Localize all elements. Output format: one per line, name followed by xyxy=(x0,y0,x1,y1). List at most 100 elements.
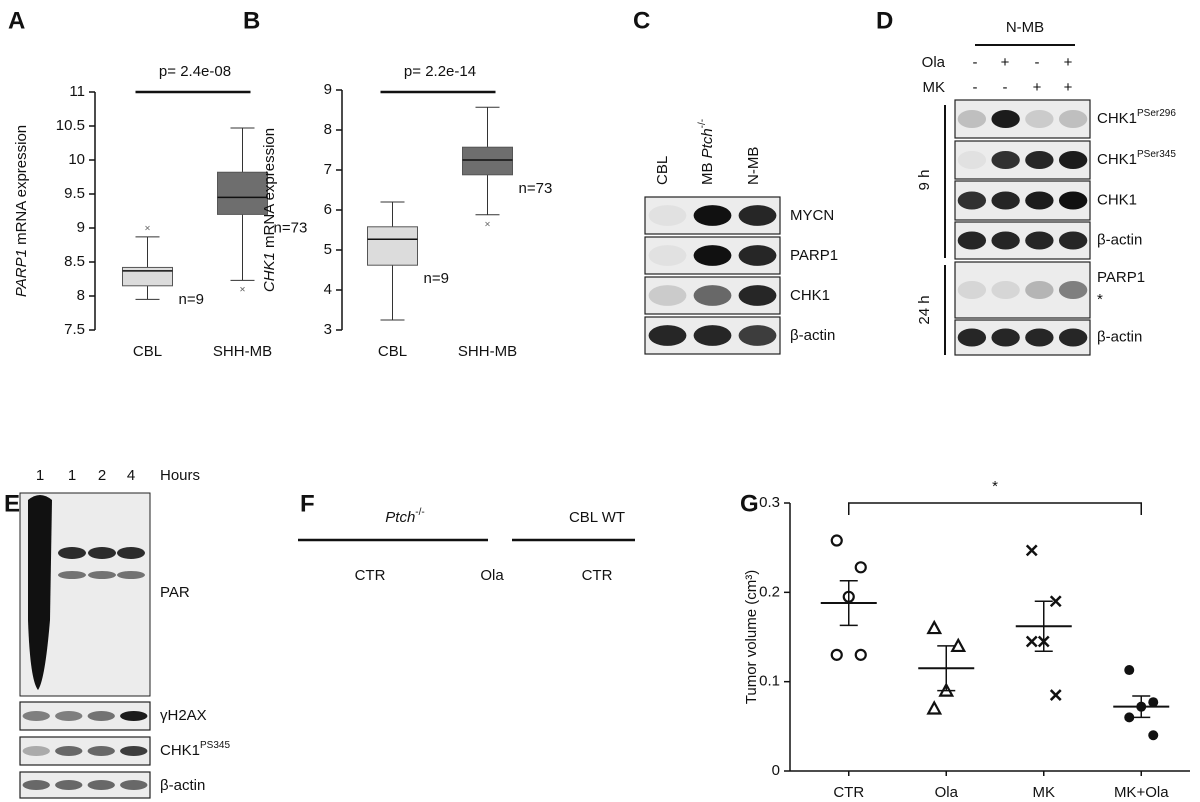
blot-band xyxy=(117,571,145,579)
blot-band xyxy=(22,746,50,756)
blot-band xyxy=(117,547,145,559)
y-tick-label: 0 xyxy=(772,762,780,779)
treatment-sign: + xyxy=(1064,54,1073,71)
point xyxy=(1025,544,1038,557)
blot-band xyxy=(55,711,83,721)
row-label: PARP1 xyxy=(1097,269,1145,286)
y-tick-label: 0.3 xyxy=(759,494,780,511)
blot xyxy=(954,99,1091,139)
panel-letter: G xyxy=(740,490,759,517)
y-tick-label: 7.5 xyxy=(64,321,85,338)
label-part: -/- xyxy=(415,507,424,518)
column-label: Ola xyxy=(480,567,504,584)
lane-label: 4 xyxy=(127,467,135,484)
sem-bar xyxy=(937,645,956,692)
point xyxy=(1049,595,1062,608)
label-part: PARP1 xyxy=(13,249,30,297)
whisker-low xyxy=(380,265,405,321)
x-tick-label: SHH-MB xyxy=(458,343,517,360)
panel-letter: C xyxy=(633,7,650,34)
y-tick-label: 0.1 xyxy=(759,673,780,690)
label-part: CHK1 xyxy=(1097,151,1137,168)
blot-band xyxy=(120,746,148,756)
panel-letter: A xyxy=(8,7,25,34)
whisker-high xyxy=(475,106,500,148)
y-tick-label: 5 xyxy=(324,241,332,258)
row-label: CHK1PS345 xyxy=(160,740,230,759)
column-label: CTR xyxy=(355,567,386,584)
label-part: β-actin xyxy=(160,777,205,794)
treatment-sign: - xyxy=(973,79,978,96)
row-label: β-actin xyxy=(160,777,205,794)
blot-band xyxy=(1025,151,1054,169)
group-header: Ptch-/- xyxy=(385,507,424,526)
header: N-MB xyxy=(1006,19,1044,36)
point xyxy=(830,534,843,547)
blot-band xyxy=(648,285,687,306)
row-label: β-actin xyxy=(1097,328,1142,345)
row-label: CHK1PSer296 xyxy=(1097,108,1176,127)
blot-band xyxy=(738,285,777,306)
blot-band xyxy=(991,281,1020,299)
row-label: β-actin xyxy=(790,327,835,344)
treatment-sign: - xyxy=(1035,54,1040,71)
y-tick-label: 10.5 xyxy=(56,117,85,134)
panel-letter: F xyxy=(300,490,315,517)
p-value: p= 2.2e-14 xyxy=(404,63,476,80)
blot-band xyxy=(1058,231,1088,250)
blot-band xyxy=(991,151,1020,169)
blot-band xyxy=(957,231,987,250)
row-label: PARP1 xyxy=(790,247,838,264)
blot-band xyxy=(55,780,83,790)
label-part: PSer296 xyxy=(1137,108,1176,119)
n-label: n=9 xyxy=(424,270,449,287)
y-tick-label: 6 xyxy=(324,201,332,218)
lane-unit: Hours xyxy=(160,467,200,484)
whisker-low xyxy=(475,174,500,216)
panel-letter: B xyxy=(243,7,260,34)
lane-label: CBL xyxy=(654,156,671,185)
blot-band xyxy=(693,245,732,266)
treatment-sign: + xyxy=(1001,54,1010,71)
row-label: CHK1 xyxy=(1097,191,1137,208)
row-label: CHK1 xyxy=(790,287,830,304)
whisker-high xyxy=(380,201,405,227)
blot-band xyxy=(88,571,116,579)
label-part: γH2AX xyxy=(160,707,207,724)
blot-band xyxy=(991,110,1020,128)
whisker-high xyxy=(135,236,160,268)
treatment-sign: - xyxy=(1003,79,1008,96)
row-label: β-actin xyxy=(1097,231,1142,248)
label-part: PS345 xyxy=(200,740,230,751)
lane-label: MB Ptch-/- xyxy=(697,119,716,185)
blot-band xyxy=(1025,328,1054,347)
blot-band xyxy=(957,281,987,299)
blot-band xyxy=(738,205,777,226)
blot-band xyxy=(648,325,687,346)
outlier xyxy=(145,225,150,231)
label-part: β-actin xyxy=(1097,231,1142,248)
x-tick-label: CBL xyxy=(378,343,407,360)
blot-smear xyxy=(28,495,52,690)
lane-label: 1 xyxy=(36,467,44,484)
label-part: CHK1 xyxy=(1097,191,1137,208)
row-label: CHK1PSer345 xyxy=(1097,149,1176,168)
treatment-sign: + xyxy=(1064,79,1073,96)
blot-band xyxy=(87,746,115,756)
label-part: CHK1 xyxy=(261,252,278,292)
label-part: -/- xyxy=(697,119,708,128)
point xyxy=(1124,712,1135,723)
point xyxy=(926,619,943,635)
lane-label: N-MB xyxy=(745,147,762,185)
blot-band xyxy=(693,205,732,226)
blot-band xyxy=(991,191,1020,210)
panel-letter: D xyxy=(876,7,893,34)
treatment-label: MK xyxy=(923,79,946,96)
blot-band xyxy=(991,231,1020,250)
whisker-high xyxy=(230,127,255,173)
treatment-sign: + xyxy=(1033,79,1042,96)
point xyxy=(854,561,867,574)
blot-band xyxy=(957,151,987,169)
y-axis-label: Tumor volume (cm³) xyxy=(743,570,760,704)
blot-band xyxy=(1058,151,1088,169)
